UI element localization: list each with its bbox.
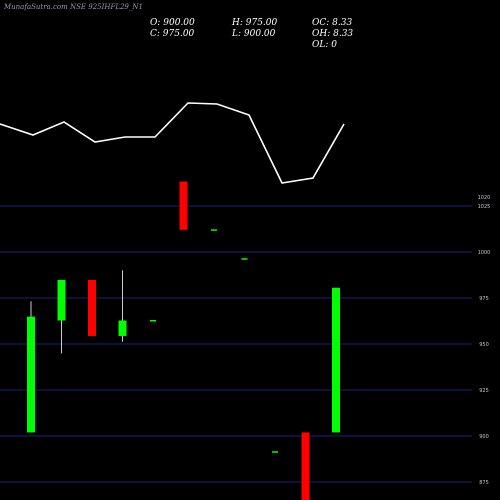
candle-body	[118, 320, 127, 336]
y-tick-label: 875	[479, 480, 489, 486]
chart-title: MunafaSutra.com NSE 925IHFL29_N1	[4, 3, 143, 11]
stat-close: C: 975.00	[150, 29, 195, 39]
stat-ol: OL: 0	[312, 40, 337, 50]
y-tick-label: 950	[479, 342, 489, 348]
candle-body	[27, 316, 35, 433]
candle-body	[301, 432, 310, 500]
stat-high: H: 975.00	[232, 18, 278, 28]
stat-low: L: 900.00	[232, 29, 276, 39]
candle-body	[57, 279, 66, 321]
candle-doji	[272, 451, 278, 453]
candle-doji	[150, 320, 156, 322]
y-tick-label: 925	[479, 388, 489, 394]
candle-body	[179, 181, 188, 230]
stat-open: O: 900.00	[150, 18, 195, 28]
candle-body	[332, 287, 340, 433]
y-tick-label: 1025	[478, 204, 491, 210]
stat-oh: OH: 8.33	[312, 29, 354, 39]
candle-body	[88, 279, 96, 336]
candle-doji	[241, 258, 248, 260]
price-line	[0, 102, 345, 184]
y-tick-label: 1000	[478, 250, 491, 256]
y-tick-label: 900	[479, 434, 489, 440]
y-tick-label: 1020	[478, 195, 491, 201]
stat-oc: OC: 8.33	[312, 18, 353, 28]
candle-doji	[211, 229, 217, 231]
y-tick-label: 975	[479, 296, 489, 302]
